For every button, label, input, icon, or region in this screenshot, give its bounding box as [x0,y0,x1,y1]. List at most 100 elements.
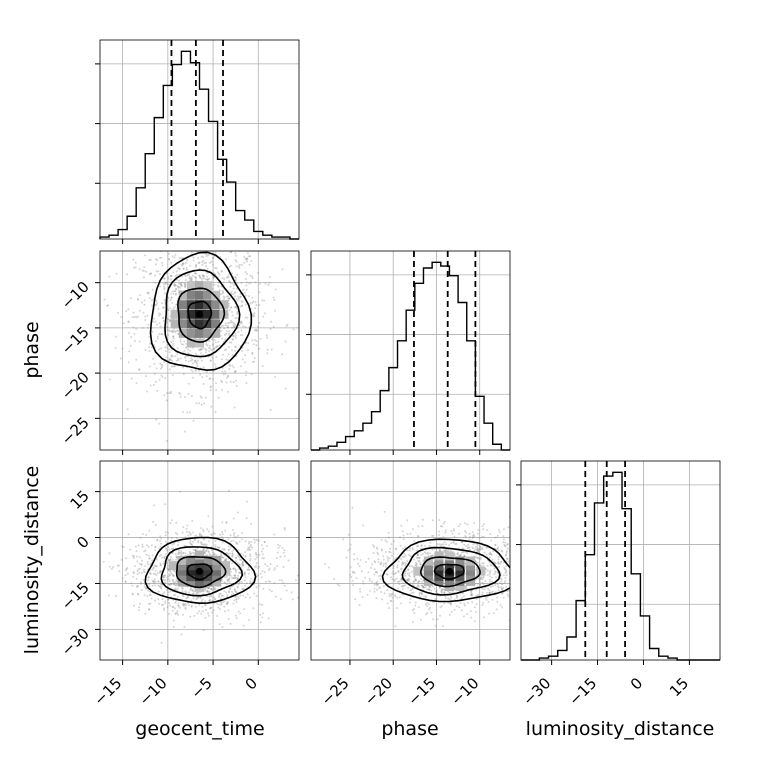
scatter-point [281,579,284,582]
scatter-point [139,536,142,539]
scatter-point [399,579,402,582]
scatter-point [178,267,181,270]
ytick-label-luminosity-distance: 15 [67,487,93,513]
scatter-point [153,504,156,507]
scatter-point [245,370,248,373]
scatter-point [159,539,162,542]
scatter-point [455,596,458,599]
scatter-point [120,558,123,561]
scatter-point [128,350,131,353]
scatter-point [404,564,407,567]
scatter-point [181,351,184,354]
scatter-point [273,298,276,301]
scatter-point [401,593,404,596]
xtick-label-luminosity-distance: −15 [565,674,600,709]
scatter-point [503,543,506,546]
scatter-point [154,274,156,277]
scatter-point [188,275,191,278]
panels: −15 −10 −5 0 −25 −20 −15 −10 −30 −15 0 15−25−20−15−… [58,39,721,709]
scatter-point [212,343,215,345]
scatter-point [205,343,208,346]
scatter-point [505,569,508,572]
scatter-point [165,321,168,324]
scatter-point [191,541,194,543]
scatter-point [132,557,135,560]
scatter-point [176,610,179,613]
scatter-point [174,570,177,573]
scatter-point [465,531,467,534]
scatter-point [415,579,418,582]
scatter-point [240,552,242,555]
scatter-point [132,258,135,261]
scatter-point [151,579,154,582]
scatter-point [134,261,137,264]
scatter-point [107,594,110,597]
scatter-point [258,291,261,294]
scatter-point [478,536,481,539]
scatter-point [147,579,150,582]
scatter-point [466,552,469,554]
scatter-point [214,587,217,590]
scatter-point [485,598,488,601]
scatter-point [281,268,284,271]
scatter-point [168,583,171,586]
scatter-point [439,614,441,617]
scatter-point [529,606,531,608]
scatter-point [448,591,451,594]
scatter-point [170,292,173,295]
scatter-point [528,523,530,525]
scatter-point [526,548,528,550]
scatter-point [235,556,237,559]
scatter-point [251,277,254,280]
scatter-point [390,600,393,603]
scatter-point [153,573,156,575]
scatter-point [185,346,188,349]
scatter-point [158,273,161,276]
scatter-point [121,347,124,350]
contour-line [177,287,226,343]
scatter-point [214,540,217,542]
scatter-point [534,572,536,574]
scatter-point [247,548,250,551]
scatter-point [522,572,524,574]
scatter-point [285,325,288,327]
scatter-point [226,326,229,329]
scatter-point [477,557,480,560]
scatter-point [251,339,254,342]
scatter-point [380,562,382,565]
scatter-point [166,317,169,320]
scatter-point [157,590,160,593]
scatter-point [464,522,467,525]
scatter-point [220,554,223,557]
scatter-point [282,582,284,585]
scatter-point [405,562,407,565]
scatter-point [216,615,219,617]
scatter-point [501,582,504,585]
scatter-point [108,275,111,278]
scatter-point [130,377,133,380]
scatter-point [418,556,421,559]
scatter-point [471,593,473,596]
scatter-point [177,602,180,605]
scatter-point [148,346,150,349]
scatter-point [245,517,248,520]
scatter-point [166,589,169,592]
scatter-point [230,540,233,543]
scatter-point [186,411,189,414]
density-cell [203,281,213,291]
density-cell [455,576,465,586]
scatter-point [231,554,234,557]
scatter-point [445,543,447,546]
scatter-point [491,598,494,601]
scatter-point [481,581,484,584]
scatter-point [427,588,430,591]
scatter-point [475,603,478,606]
scatter-point [227,578,230,581]
scatter-point [130,335,133,338]
scatter-point [230,290,233,293]
scatter-point [244,325,247,328]
scatter-point [171,547,174,550]
scatter-point [160,587,163,590]
scatter-point [175,555,178,557]
scatter-point [402,538,405,541]
